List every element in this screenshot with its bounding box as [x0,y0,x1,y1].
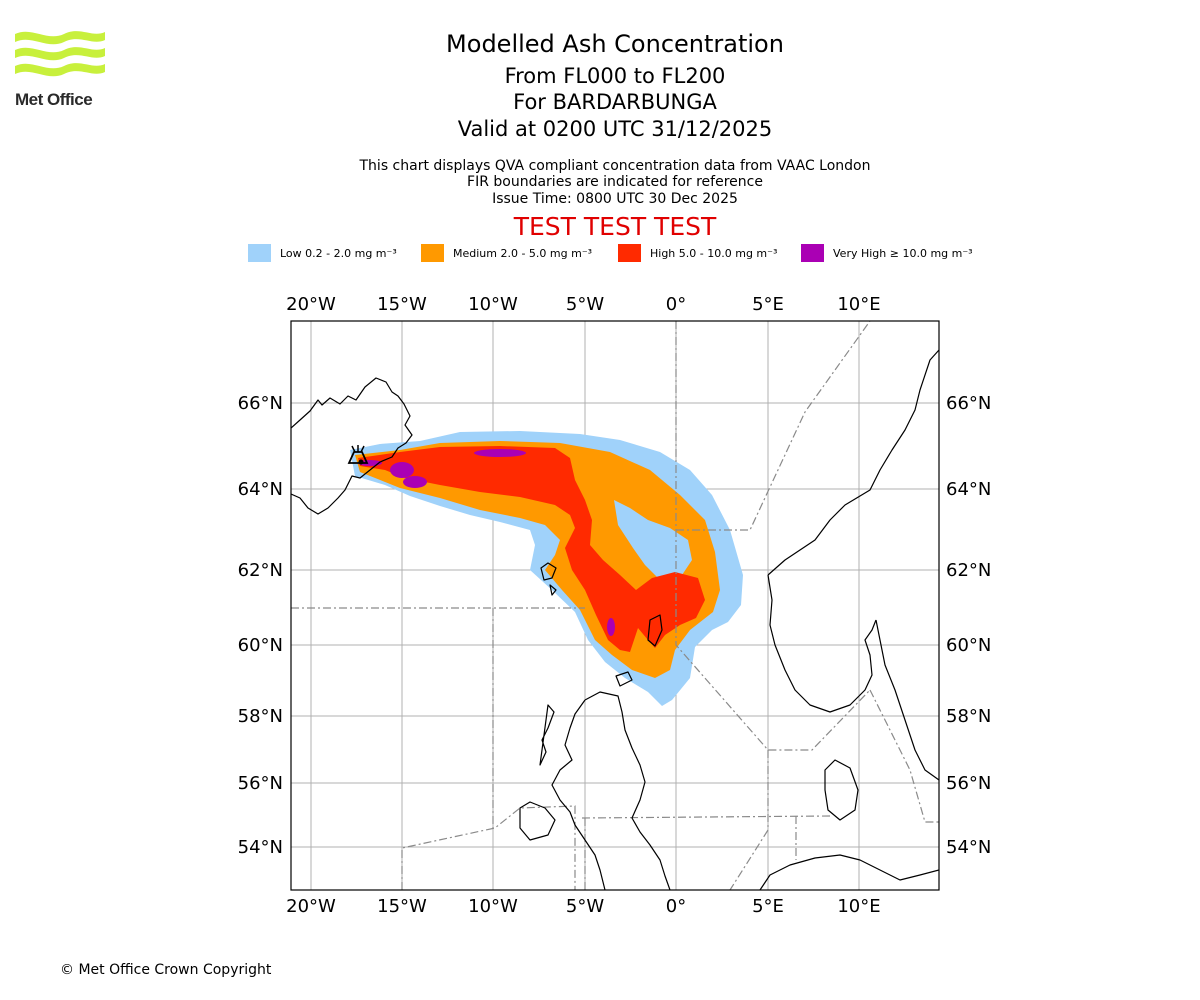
lat-label-left: 60°N [238,635,283,656]
sweden-coast [875,619,939,781]
logo-text: Met Office [15,90,93,109]
note-fir: FIR boundaries are indicated for referen… [467,174,763,190]
fir-boundary [581,815,831,819]
norway-coast [767,349,939,576]
lat-label-right: 66°N [946,393,991,414]
lon-label-top: 10°W [468,294,518,315]
axis-labels: 20°W 15°W 10°W 5°W 0° 5°E 10°E 20°W 15°W… [238,294,992,917]
legend-label-very-high: Very High ≥ 10.0 mg m⁻³ [833,246,973,260]
volcano-name: For BARDARBUNGA [513,90,717,114]
coastlines [291,349,939,890]
scotland-west-coast [551,699,606,890]
denmark-coast [824,759,859,821]
legend-item-high: High 5.0 - 10.0 mg m⁻³ [618,244,777,262]
lat-label-left: 56°N [238,773,283,794]
legend-item-very-high: Very High ≥ 10.0 mg m⁻³ [801,244,973,262]
lat-label-left: 54°N [238,837,283,858]
lon-label-bottom: 5°W [566,896,604,917]
lon-label-bottom: 20°W [286,896,336,917]
continental-coast [759,854,939,890]
lon-label-top: 20°W [286,294,336,315]
ash-very-high-patch [390,462,414,478]
fir-boundary [675,321,871,751]
shetland-islands [647,614,663,647]
issue-time: Issue Time: 0800 UTC 30 Dec 2025 [492,191,738,207]
volcano-icon [347,445,369,465]
met-office-wave-logo-icon [15,31,105,77]
lat-label-right: 62°N [946,560,991,581]
lat-label-right: 58°N [946,706,991,727]
lon-label-top: 5°W [566,294,604,315]
ash-very-high-patch [607,618,615,636]
ireland-north [519,801,556,841]
lon-label-bottom: 15°W [377,896,427,917]
lat-label-left: 64°N [238,479,283,500]
copyright: © Met Office Crown Copyright [60,962,272,978]
legend-swatch-very-high [801,244,824,262]
test-banner: TEST TEST TEST [513,212,717,241]
orkney-islands [615,671,633,687]
lon-label-top: 0° [666,294,686,315]
lon-label-top: 15°W [377,294,427,315]
lat-label-left: 58°N [238,706,283,727]
ash-very-high-area [358,449,615,636]
legend-swatch-high [618,244,641,262]
legend-swatch-low [248,244,271,262]
ash-very-high-patch [474,449,526,457]
note-qva: This chart displays QVA compliant concen… [359,158,871,174]
lat-label-right: 56°N [946,773,991,794]
valid-time: Valid at 0200 UTC 31/12/2025 [457,117,773,141]
ash-high-area [358,446,705,652]
lon-label-top: 5°E [752,294,784,315]
lon-label-bottom: 10°E [837,896,880,917]
fir-boundary [869,689,939,823]
lon-label-bottom: 0° [666,896,686,917]
lon-label-bottom: 10°W [468,896,518,917]
ash-plume [350,431,743,706]
lat-label-right: 64°N [946,479,991,500]
chart-title: Modelled Ash Concentration [446,30,784,58]
norway-south-coast [767,574,877,713]
ash-low-inner-area [614,500,692,580]
scotland-coast [584,691,671,890]
fir-boundary [401,805,576,890]
fir-boundary [676,321,871,531]
lat-label-left: 62°N [238,560,283,581]
lat-label-left: 66°N [238,393,283,414]
faroe-islands [540,562,557,596]
legend-label-high: High 5.0 - 10.0 mg m⁻³ [650,246,778,260]
fir-boundaries [291,321,939,890]
lat-label-right: 60°N [946,635,991,656]
lon-label-top: 10°E [837,294,880,315]
met-office-logo: Met Office [12,28,112,114]
lat-label-right: 54°N [946,837,991,858]
fir-boundary [729,750,769,890]
iceland-coast [291,377,413,515]
legend-label-low: Low 0.2 - 2.0 mg m⁻³ [280,246,397,260]
ash-very-high-patch [403,476,427,488]
hebrides-islands [539,704,555,766]
legend-item-low: Low 0.2 - 2.0 mg m⁻³ [248,244,397,262]
legend-label-medium: Medium 2.0 - 5.0 mg m⁻³ [453,246,593,260]
legend-swatch-medium [421,244,444,262]
flight-levels: From FL000 to FL200 [504,64,726,88]
lon-label-bottom: 5°E [752,896,784,917]
map-frame [290,320,940,891]
legend-item-medium: Medium 2.0 - 5.0 mg m⁻³ [421,244,592,262]
